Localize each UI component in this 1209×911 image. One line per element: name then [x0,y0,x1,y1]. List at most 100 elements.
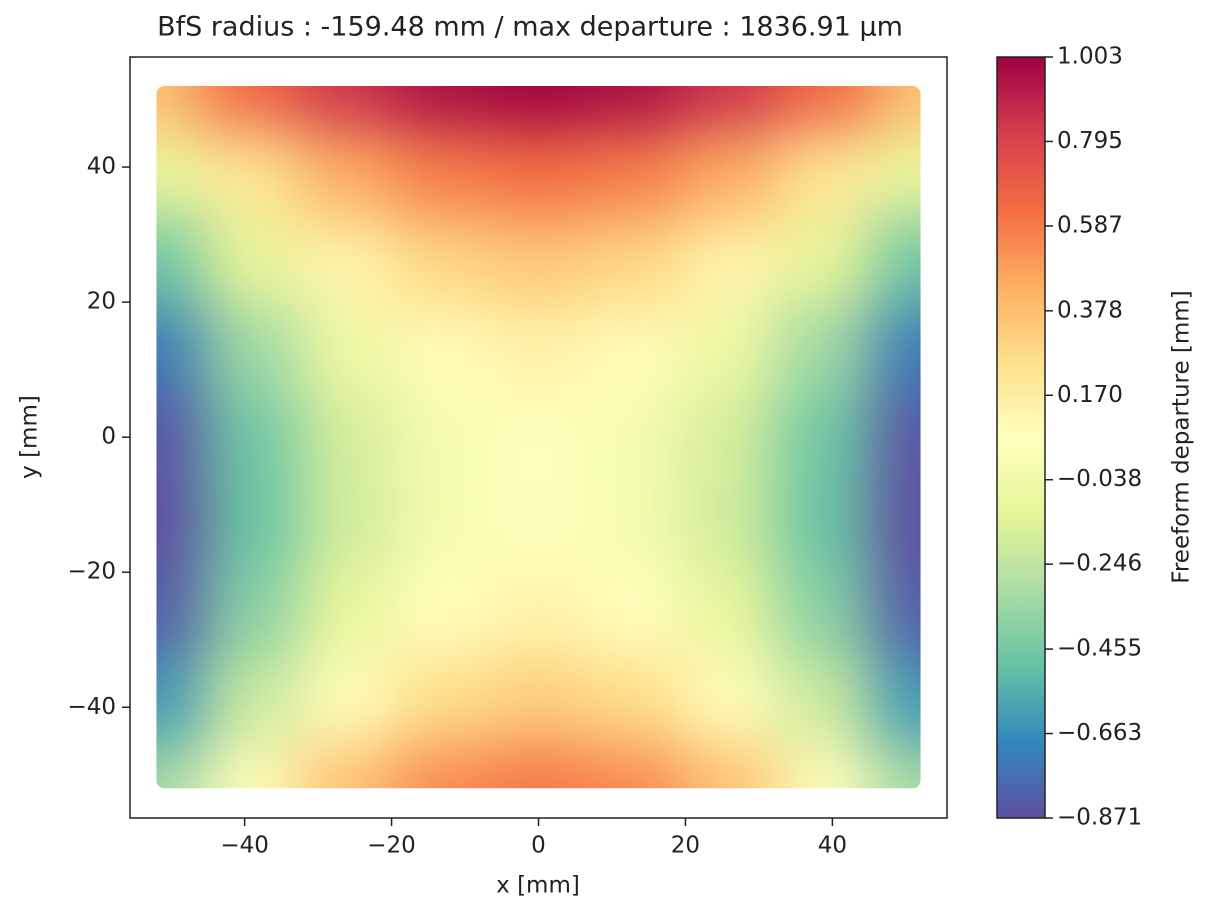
heat-cell [490,568,587,658]
heat-cell [299,743,396,789]
y-tick-label: 40 [87,154,116,180]
heat-cell [872,743,921,789]
heat-cell [872,217,921,306]
heat-cell [299,568,396,658]
heat-cell [681,743,778,789]
heat-cell [156,568,205,658]
heat-cell [299,480,396,570]
heat-cell [776,129,874,219]
colorbar-tick-label: −0.663 [1057,720,1142,746]
colorbar [996,56,1046,819]
heat-cell [585,568,683,658]
heat-cell [203,217,301,306]
field-clip [156,86,921,789]
heat-cell [203,304,301,394]
colorbar-label: Freeform departure [mm] [1169,290,1195,583]
heat-cell [681,568,778,658]
heat-cell [203,656,301,745]
heat-cell [776,480,874,570]
heat-cell [585,217,683,306]
heat-cell [585,129,683,219]
heat-cell [490,480,587,570]
heat-cell [156,743,205,789]
x-tick-label: 40 [818,833,847,859]
heat-cell [156,656,205,745]
heat-cell [394,480,492,570]
heat-cell [203,480,301,570]
heat-cell [681,217,778,306]
heat-cell [490,129,587,219]
heat-cell [490,217,587,306]
heat-cell [681,86,778,131]
colorbar-tick-label: 1.003 [1057,44,1123,70]
heat-cell [585,392,683,482]
heat-cell [872,304,921,394]
heat-cell [872,129,921,219]
heat-cell [156,480,205,570]
heat-cell [203,392,301,482]
heat-cell [681,480,778,570]
heat-cell [681,392,778,482]
y-tick-label: −20 [67,559,116,585]
heat-cell [776,656,874,745]
colorbar-tick-label: −0.246 [1057,551,1142,577]
heat-cell [394,129,492,219]
heat-cell [394,304,492,394]
heat-cell [394,568,492,658]
heat-cell [299,129,396,219]
heat-cell [299,304,396,394]
colorbar-tick-label: 0.587 [1057,212,1123,238]
x-tick-label: −40 [220,833,269,859]
heat-cell [681,129,778,219]
heat-cell [776,743,874,789]
heatmap [156,86,921,789]
heat-cell [299,392,396,482]
heat-cell [490,304,587,394]
heat-cell [203,86,301,131]
heat-cell [585,656,683,745]
heat-cell [156,129,205,219]
heat-cell [872,86,921,131]
y-axis-label: y [mm] [17,395,43,479]
heat-cell [490,392,587,482]
x-tick-label: −20 [367,833,416,859]
heat-cell [156,304,205,394]
heat-cell [872,392,921,482]
heat-cell [299,86,396,131]
heat-cell [872,480,921,570]
heat-cell [394,86,492,131]
colorbar-tick-label: −0.038 [1057,466,1142,492]
chart-title: BfS radius : -159.48 mm / max departure … [157,12,903,43]
heat-cell [394,217,492,306]
heat-cell [872,568,921,658]
heat-cell [490,656,587,745]
heat-cell [681,304,778,394]
heat-cell [203,568,301,658]
heat-cell [776,304,874,394]
heat-cell [156,392,205,482]
heat-cell [203,743,301,789]
heat-cell [490,86,587,131]
x-tick-label: 0 [531,833,546,859]
heat-cell [872,656,921,745]
heat-cell [156,217,205,306]
heat-cell [394,656,492,745]
heat-cell [776,568,874,658]
heat-cell [299,656,396,745]
heat-cell [394,392,492,482]
heat-cell [776,86,874,131]
x-tick-label: 20 [671,833,700,859]
y-tick-label: 20 [87,289,116,315]
heat-cell [776,217,874,306]
heat-cell [299,217,396,306]
heat-cell [156,86,205,131]
y-tick-label: −40 [67,694,116,720]
heat-cell [585,480,683,570]
colorbar-tick-label: −0.871 [1057,805,1142,831]
colorbar-tick-label: −0.455 [1057,636,1142,662]
heat-cell [490,743,587,789]
heat-cell [585,743,683,789]
y-tick-label: 0 [101,424,116,450]
colorbar-tick-label: 0.378 [1057,297,1123,323]
